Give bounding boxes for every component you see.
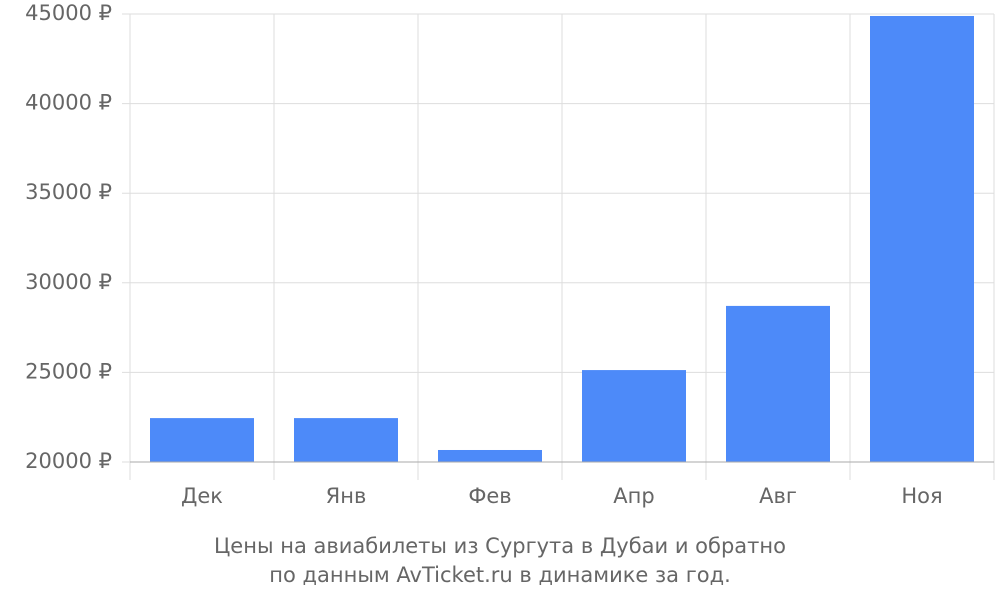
y-tick-label: 30000 ₽: [25, 270, 112, 294]
bar: [870, 15, 974, 463]
x-tick-label: Фев: [468, 484, 511, 508]
y-tick-label: 45000 ₽: [25, 1, 112, 25]
chart-title: Цены на авиабилеты из Сургута в Дубаи и …: [214, 534, 786, 558]
bar: [726, 305, 830, 462]
y-tick-label: 35000 ₽: [25, 180, 112, 204]
x-tick-label: Авг: [759, 484, 797, 508]
x-tick-label: Дек: [181, 484, 223, 508]
bar: [294, 418, 398, 462]
x-tick-label: Апр: [613, 484, 654, 508]
x-tick-label: Ноя: [901, 484, 942, 508]
x-tick-label: Янв: [326, 484, 367, 508]
chart-title: по данным AvTicket.ru в динамике за год.: [269, 563, 731, 587]
bar: [150, 418, 254, 462]
bar: [438, 449, 542, 462]
y-tick-label: 40000 ₽: [25, 91, 112, 115]
y-tick-label: 20000 ₽: [25, 449, 112, 473]
bar: [582, 370, 686, 462]
y-tick-label: 25000 ₽: [25, 359, 112, 383]
